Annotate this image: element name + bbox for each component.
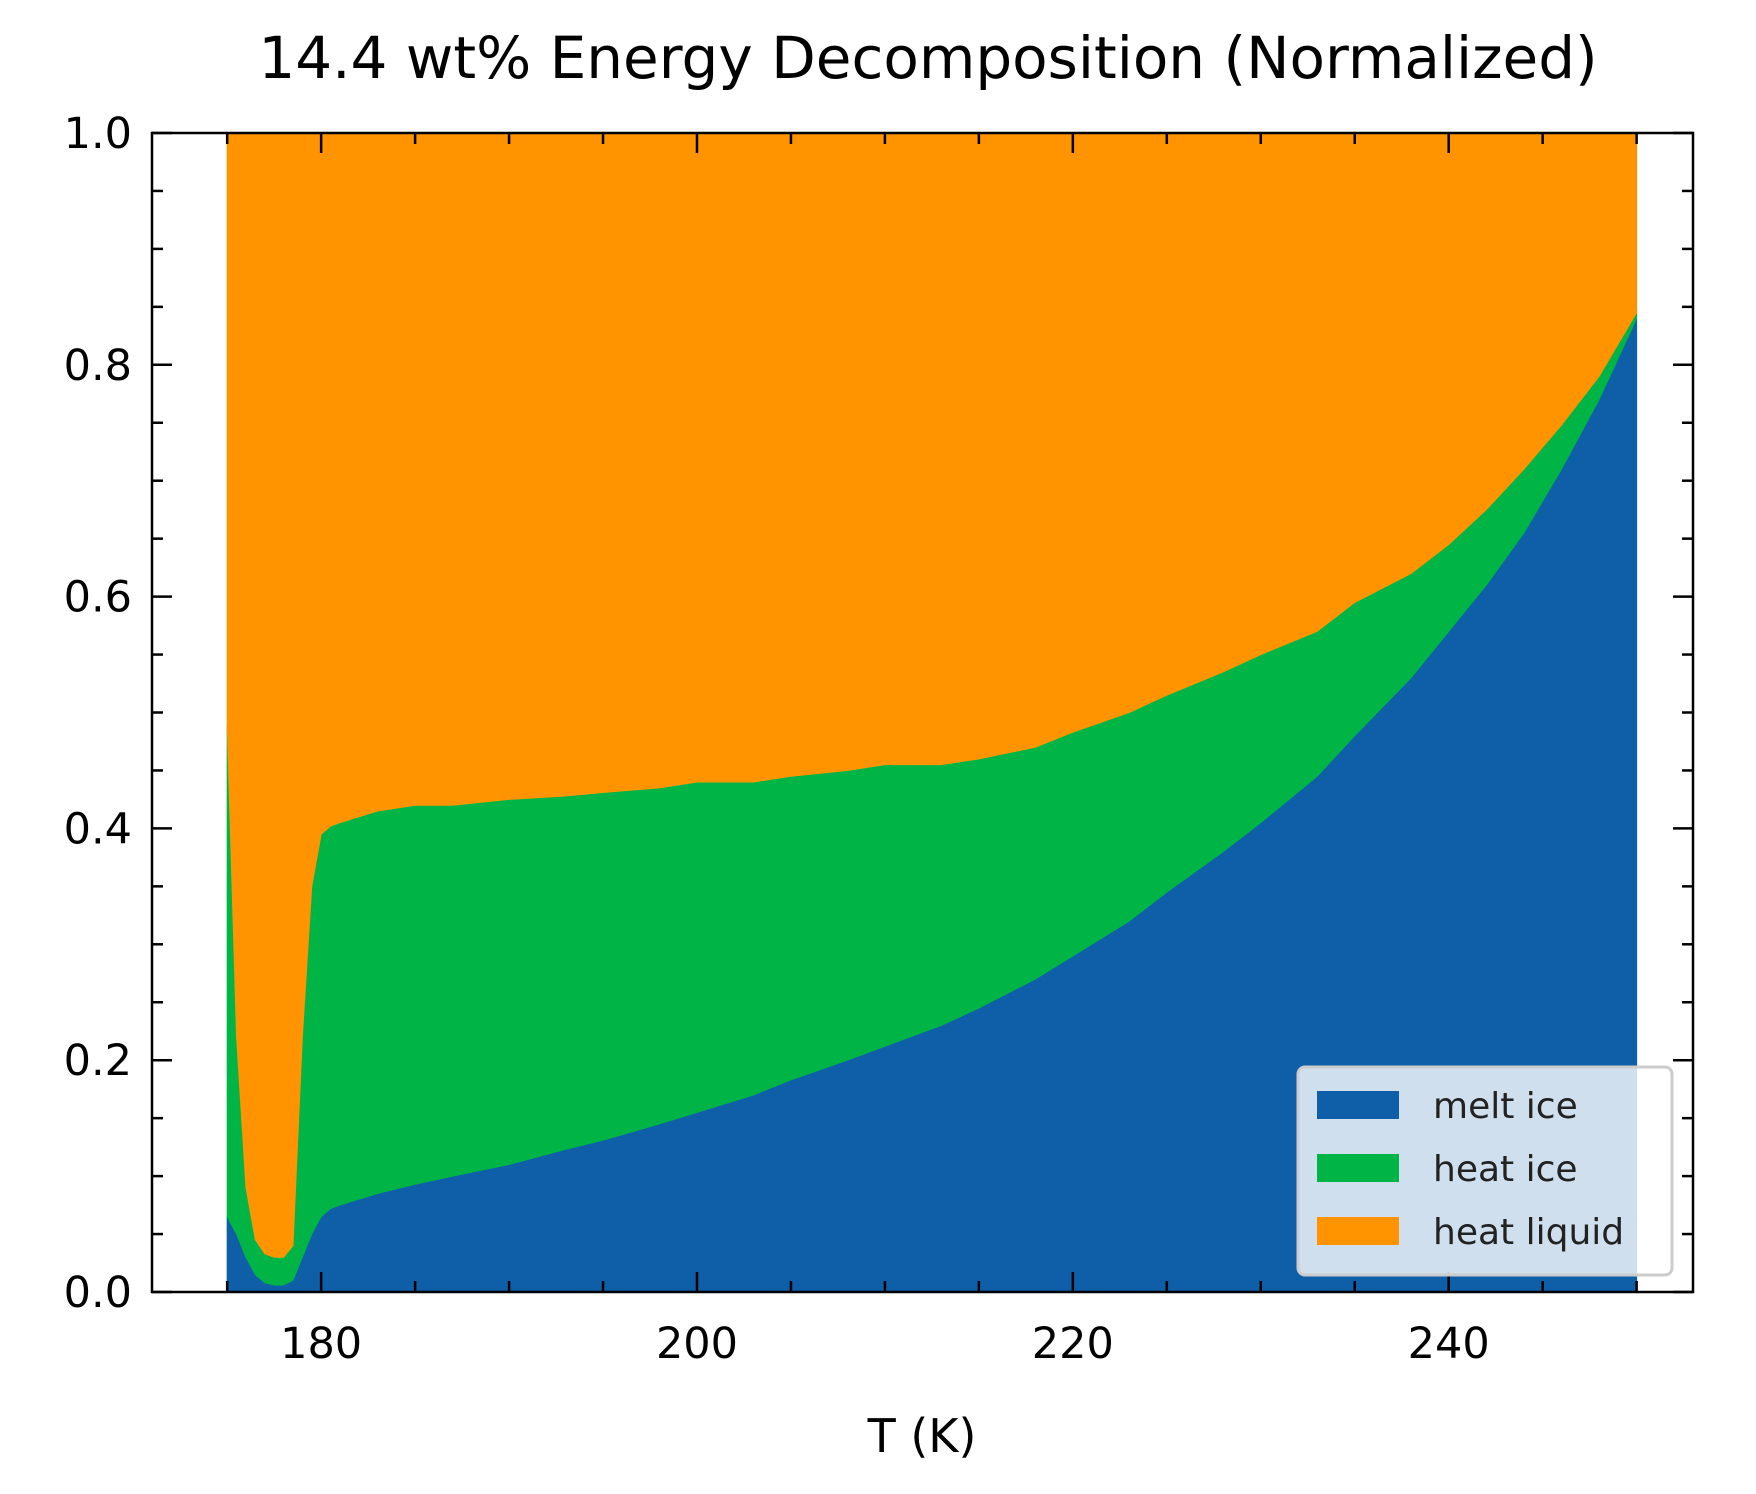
legend-entry-label: melt ice: [1433, 1086, 1578, 1127]
y-tick-label: 1.0: [64, 109, 132, 159]
legend-swatch: [1317, 1091, 1399, 1119]
y-tick-label: 0.8: [64, 341, 132, 391]
y-tick-label: 0.4: [64, 804, 132, 854]
plot-frame: [150, 131, 1695, 1294]
legend: melt ice heat ice heat liquid: [1296, 1065, 1674, 1277]
legend-entry-label: heat ice: [1433, 1149, 1578, 1190]
x-tick-label: 200: [656, 1319, 738, 1369]
legend-swatch: [1317, 1154, 1399, 1182]
y-tick-label: 0.6: [64, 573, 132, 623]
x-tick-labels: 180 200 220 240: [280, 1319, 1490, 1369]
y-tick-label: 0.2: [64, 1036, 132, 1086]
x-axis-label: T (K): [867, 1409, 977, 1463]
x-tick-label: 240: [1408, 1319, 1490, 1369]
legend-swatch: [1317, 1217, 1399, 1245]
x-tick-label: 180: [280, 1319, 362, 1369]
y-tick-labels: 0.0 0.2 0.4 0.6 0.8 1.0: [64, 109, 132, 1318]
x-tick-label: 220: [1032, 1319, 1114, 1369]
y-tick-label: 0.0: [64, 1268, 132, 1318]
chart-title: 14.4 wt% Energy Decomposition (Normalize…: [258, 24, 1597, 92]
legend-entry-label: heat liquid: [1433, 1212, 1624, 1253]
